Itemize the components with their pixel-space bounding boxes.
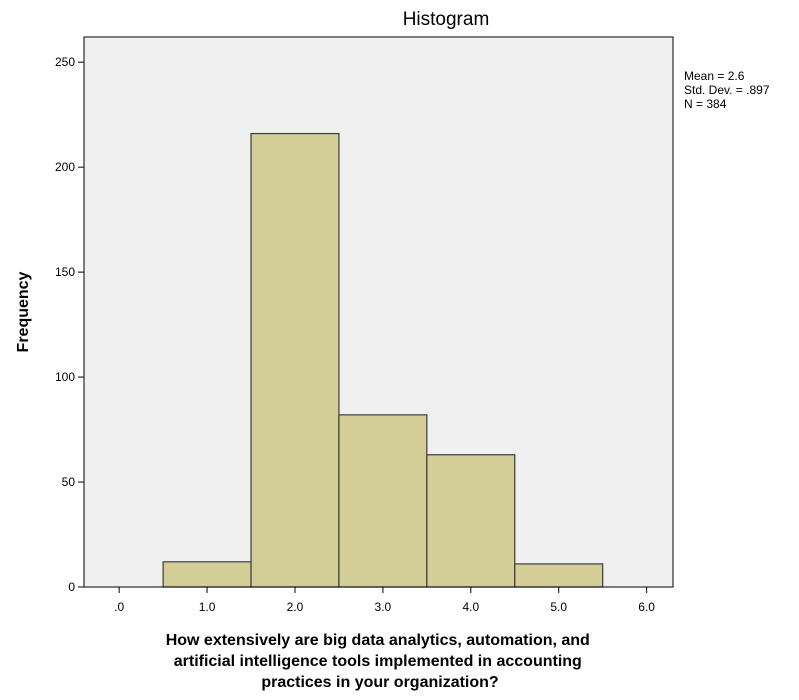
x-tick-label: 5.0 — [550, 600, 567, 614]
stats-std-dev: Std. Dev. = .897 — [684, 83, 770, 97]
y-tick-label: 200 — [55, 160, 75, 174]
x-axis-label-line-1: How extensively are big data analytics, … — [166, 632, 590, 649]
x-tick-label: 6.0 — [638, 600, 655, 614]
plot-frame — [83, 36, 674, 588]
y-tick-label: 50 — [62, 475, 76, 489]
x-axis-label-line-2: artificial intelligence tools implemente… — [174, 653, 582, 670]
stats-box: Mean = 2.6 Std. Dev. = .897 N = 384 — [684, 69, 770, 111]
x-tick-label: 3.0 — [375, 600, 392, 614]
histogram-bar — [250, 132, 340, 588]
x-tick-label: 2.0 — [287, 600, 304, 614]
x-tick-label: .0 — [114, 600, 124, 614]
histogram-bar — [162, 561, 252, 588]
stats-mean: Mean = 2.6 — [684, 69, 745, 83]
chart-title: Histogram — [403, 9, 490, 30]
y-axis-label: Frequency — [15, 271, 32, 352]
bars-group — [162, 132, 604, 588]
stats-n: N = 384 — [684, 97, 727, 111]
x-axis-label-line-3: practices in your organization? — [261, 674, 498, 691]
histogram-bar — [338, 414, 428, 588]
y-tick-label: 250 — [55, 55, 75, 69]
histogram-bar — [514, 563, 604, 588]
x-axis: .0 1.0 2.0 3.0 4.0 5.0 6.0 — [114, 587, 655, 614]
y-tick-label: 150 — [55, 265, 75, 279]
y-tick-label: 100 — [55, 370, 75, 384]
x-tick-label: 4.0 — [462, 600, 479, 614]
x-axis-label: How extensively are big data analytics, … — [166, 632, 595, 691]
y-axis: 0 50 100 150 200 250 — [55, 55, 84, 594]
y-tick-label: 0 — [68, 580, 75, 594]
x-tick-label: 1.0 — [199, 600, 216, 614]
histogram-bar — [426, 454, 516, 588]
